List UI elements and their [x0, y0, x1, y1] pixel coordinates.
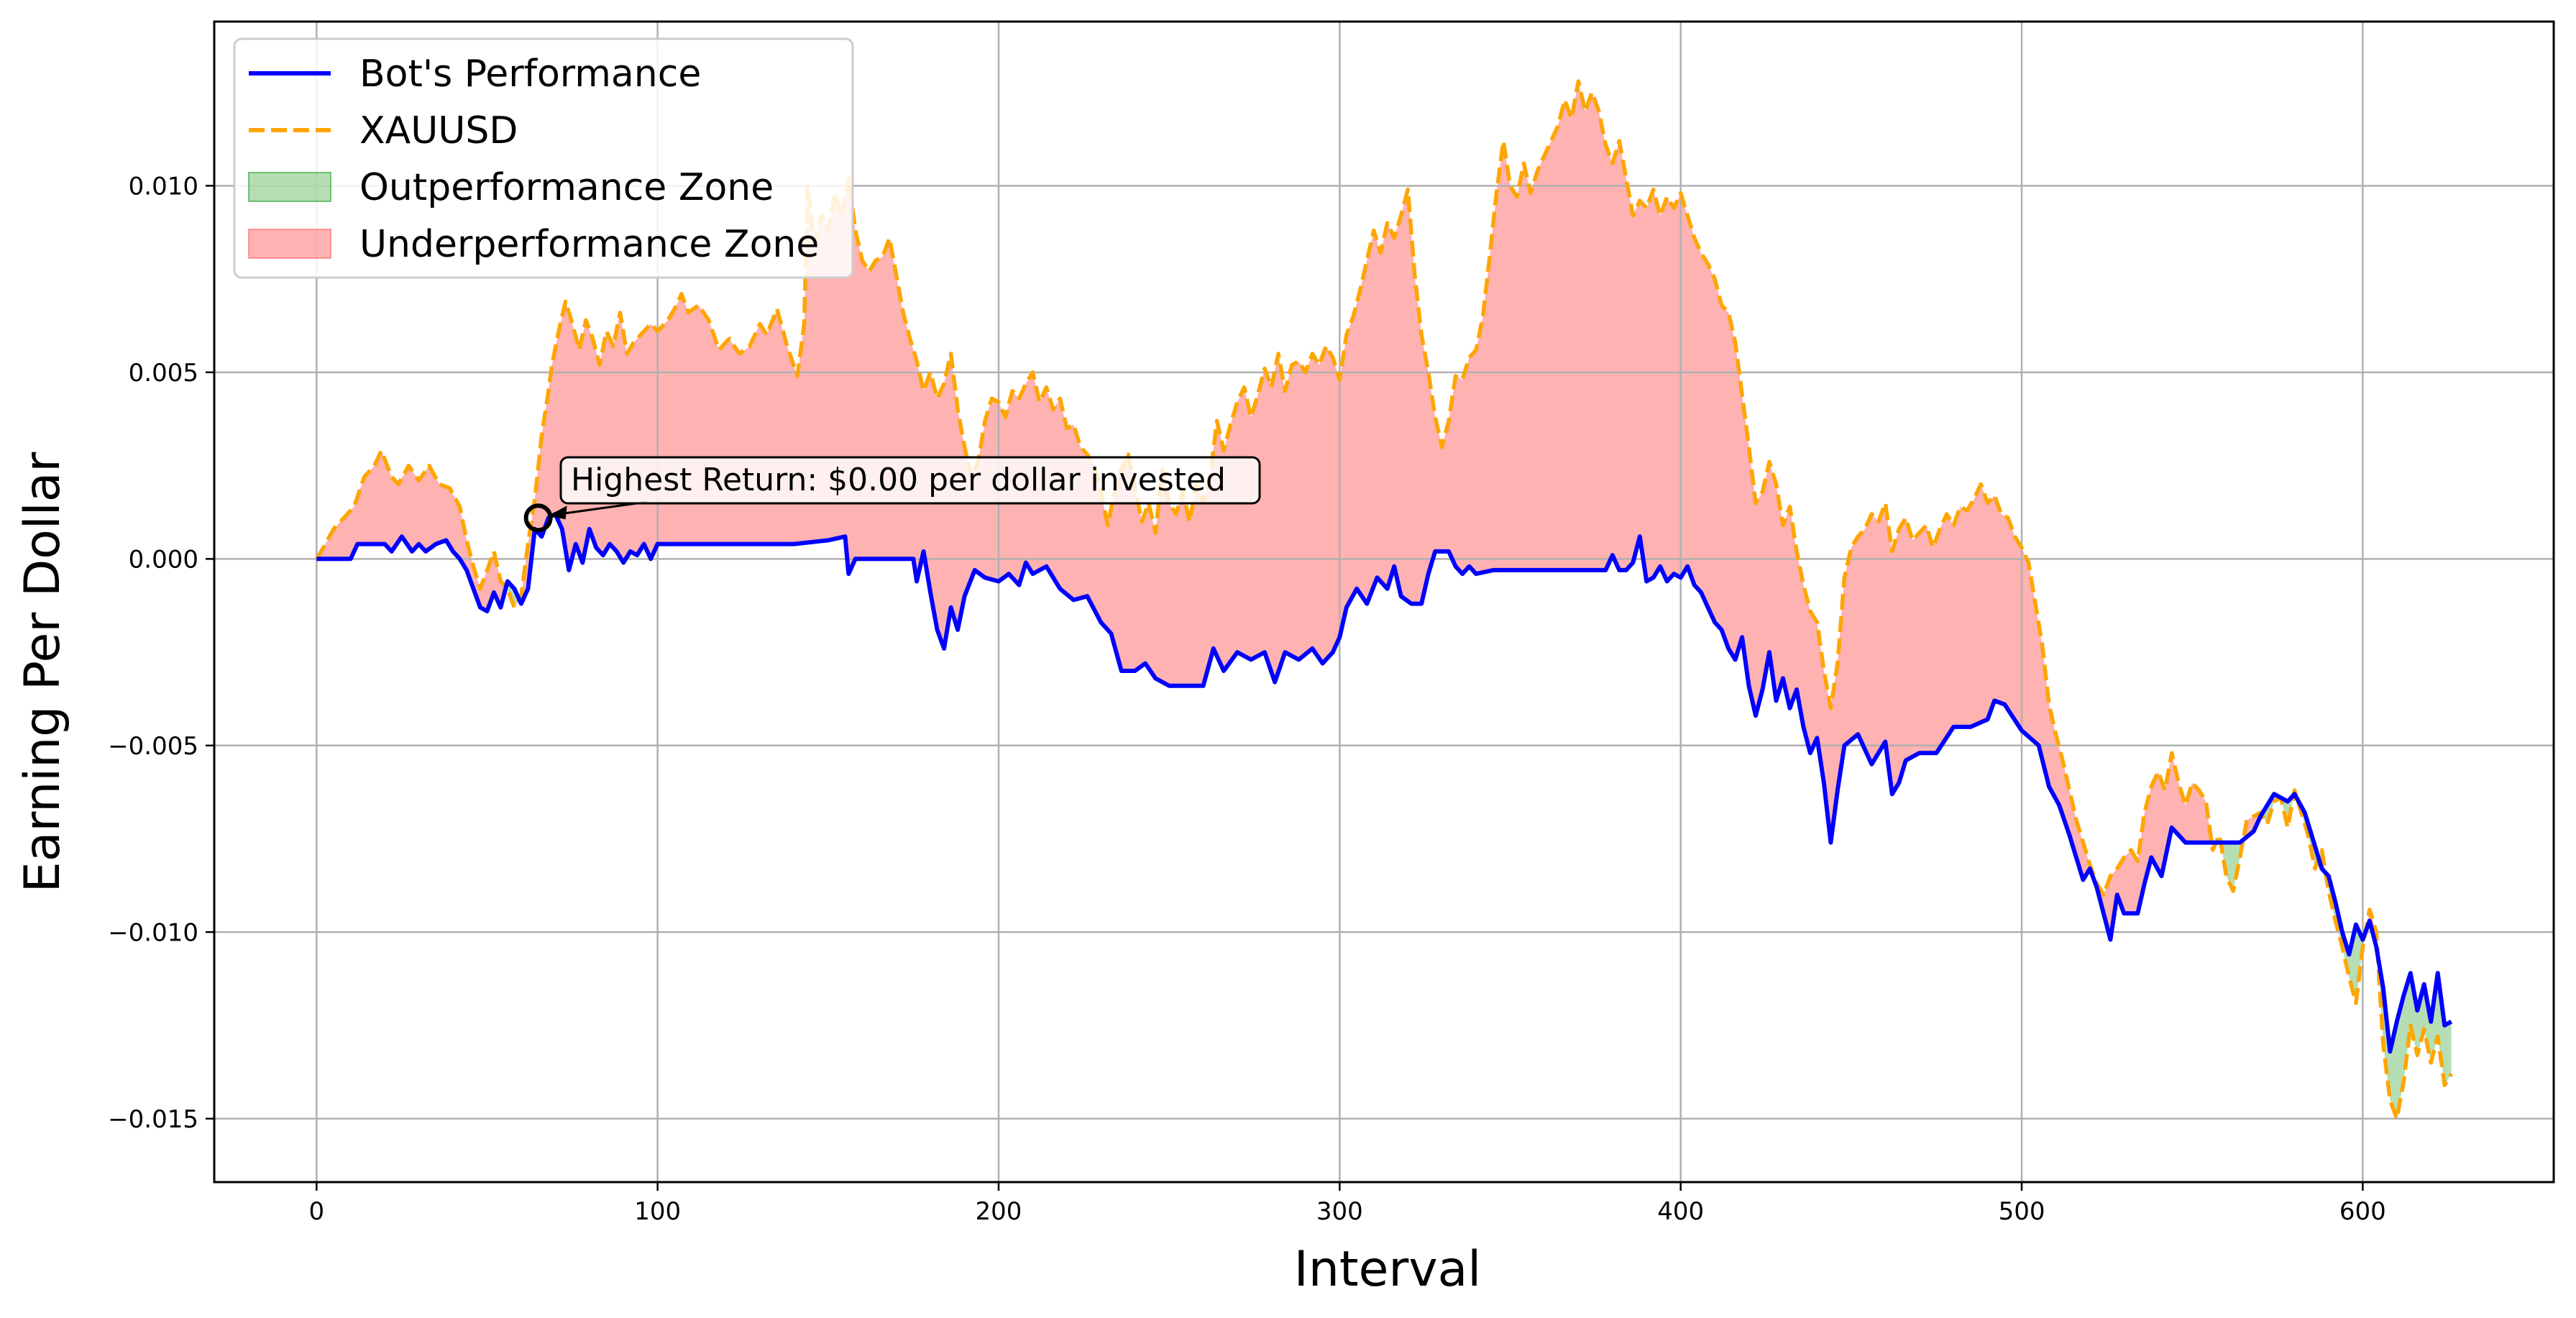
x-tick-label: 0: [308, 1197, 324, 1226]
y-tick-label: 0.005: [129, 359, 198, 388]
x-tick-label: 500: [1999, 1197, 2045, 1226]
y-axis-label: Earning Per Dollar: [14, 452, 71, 893]
annotation-arrowhead: [548, 505, 567, 520]
y-tick-label: 0.000: [129, 545, 198, 574]
y-tick-label: −0.005: [108, 732, 198, 761]
legend-swatch-outperform: [248, 172, 331, 202]
x-tick-label: 600: [2339, 1197, 2386, 1226]
plot-frame: [213, 20, 2555, 1184]
highest-return-marker: [523, 503, 553, 533]
legend-label: Underperformance Zone: [359, 223, 819, 266]
underperformance-zone: [320, 450, 508, 611]
annotation-box: [559, 456, 1261, 505]
y-tick-label: −0.010: [108, 918, 198, 947]
annotation-text: Highest Return: $0.00 per dollar investe…: [571, 462, 1226, 498]
grid: [214, 22, 2554, 1182]
legend-label: XAUUSD: [359, 109, 518, 152]
legend-label: Outperformance Zone: [359, 166, 774, 209]
bot-performance-line: [316, 512, 2453, 1054]
xauusd-line: [314, 79, 2454, 1121]
legend-swatch-underperform: [248, 229, 331, 259]
highest-return-annotation: Highest Return: $0.00 per dollar investe…: [523, 456, 1261, 533]
underperformance-zone: [521, 81, 2213, 940]
x-tick-label: 200: [976, 1197, 1022, 1226]
y-tick-label: 0.010: [129, 172, 198, 201]
x-tick-label: 300: [1316, 1197, 1363, 1226]
x-tick-label: 400: [1657, 1197, 1704, 1226]
legend-box: [233, 37, 854, 279]
y-tick-label: −0.015: [108, 1105, 198, 1134]
x-axis-label: Interval: [1294, 1241, 1481, 1298]
legend: Bot's Performance XAUUSD Outperformance Zo…: [233, 37, 854, 279]
x-tick-label: 100: [634, 1197, 681, 1226]
outperformance-zone: [2328, 876, 2367, 1003]
legend-label: Bot's Performance: [359, 52, 701, 96]
outperformance-zone: [2222, 838, 2244, 892]
axis-ticks: 0 100 200 300 400 500 600 −0.015 −0.010 −0.005 0.0…: [108, 172, 2386, 1226]
series-lines: [314, 79, 2454, 1121]
